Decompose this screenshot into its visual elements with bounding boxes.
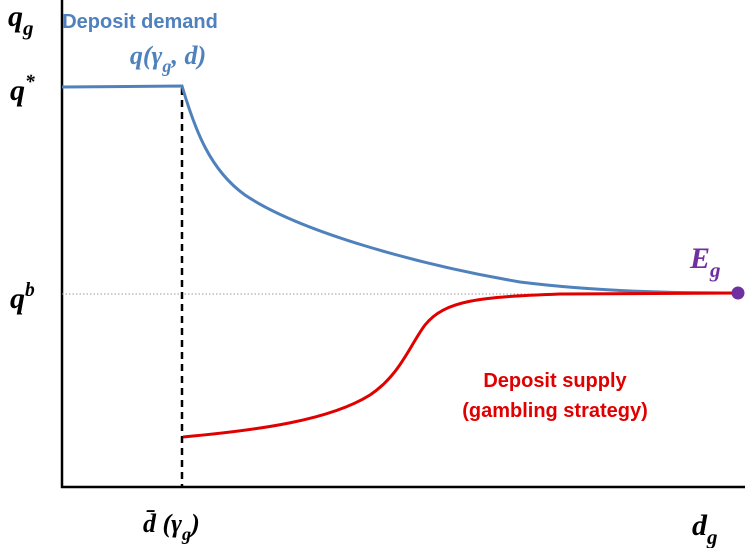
equilibrium-point: [731, 286, 745, 300]
label-sup: b: [25, 280, 35, 301]
label-part: E: [689, 242, 710, 275]
label-part: q: [8, 0, 23, 33]
label-part: , d): [170, 41, 206, 70]
supply-curve: [182, 291, 739, 439]
supply-title: Deposit supply: [483, 370, 627, 392]
label-sup: *: [25, 72, 35, 93]
supply-subtitle: (gambling strategy): [462, 400, 648, 422]
equilibrium-label: Eg: [689, 242, 721, 282]
label-part: q: [10, 282, 25, 315]
label-sub: g: [181, 524, 191, 544]
d-bar-label: d̄ (γg): [143, 509, 200, 544]
label-part: q(γ: [130, 41, 163, 70]
label-sub: g: [22, 16, 34, 40]
label-part: d: [692, 509, 708, 542]
q-star-label: q*: [10, 72, 35, 107]
x-axis-label: dg: [692, 509, 718, 548]
demand-formula: q(γg, d): [130, 41, 206, 76]
demand-curve: [61, 84, 739, 295]
label-sub: g: [706, 525, 718, 548]
q-b-label: qb: [10, 280, 35, 315]
label-sub: g: [709, 258, 721, 282]
label-part: d̄ (γ: [143, 509, 182, 538]
y-axis-label: qg: [8, 0, 34, 40]
label-sub: g: [161, 56, 171, 76]
demand-title: Deposit demand: [62, 11, 218, 33]
label-part: ): [189, 509, 200, 538]
label-part: q: [10, 74, 25, 107]
